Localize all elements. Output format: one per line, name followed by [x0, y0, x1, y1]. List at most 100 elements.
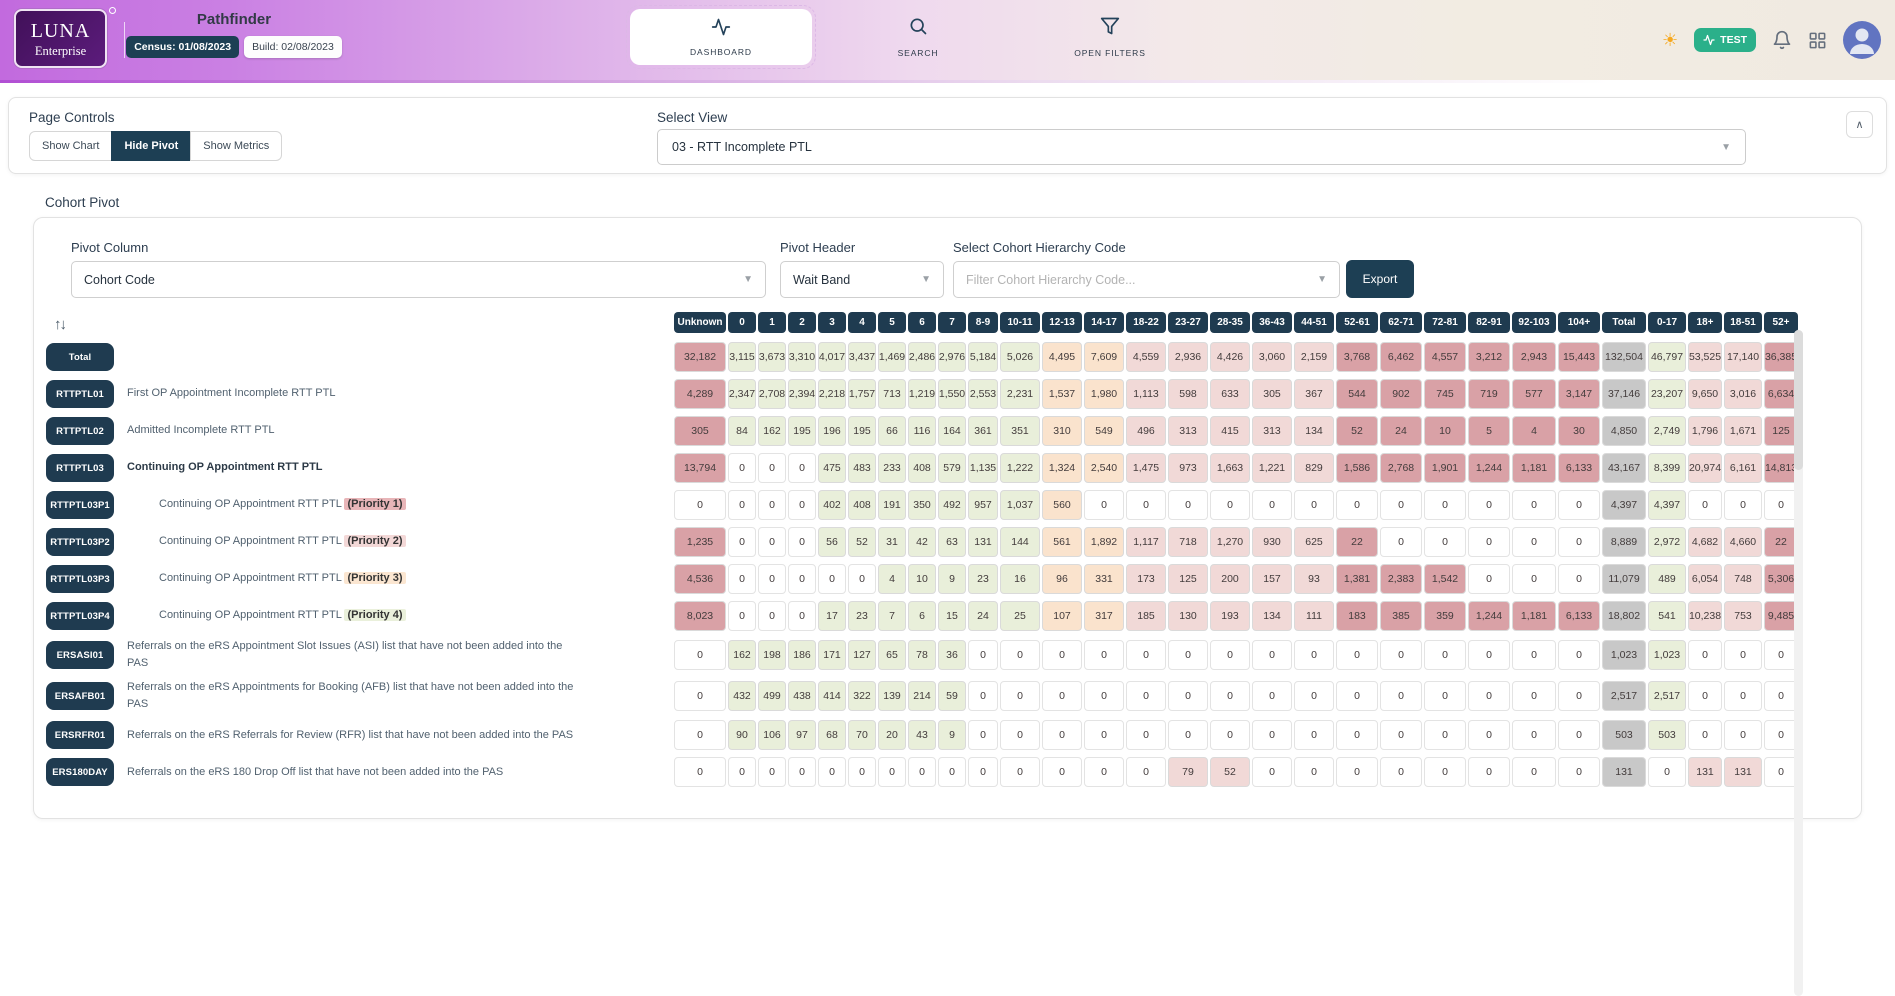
pivot-cell[interactable]: 56 — [818, 527, 846, 557]
column-header-104+[interactable]: 104+ — [1558, 307, 1604, 338]
pivot-cell[interactable]: 214 — [908, 681, 936, 712]
pivot-cell[interactable]: 4,660 — [1724, 527, 1762, 557]
pivot-cell[interactable]: 902 — [1380, 379, 1422, 409]
tab-search[interactable]: SEARCH — [870, 16, 966, 58]
pivot-cell[interactable]: 144 — [1000, 527, 1040, 557]
pivot-cell[interactable]: 1,270 — [1210, 527, 1250, 557]
pivot-cell[interactable]: 579 — [938, 453, 966, 483]
pivot-cell[interactable]: 11,079 — [1602, 564, 1646, 594]
pivot-cell[interactable]: 2,972 — [1648, 527, 1686, 557]
pivot-cell[interactable]: 107 — [1042, 601, 1082, 631]
pivot-cell[interactable]: 4 — [1512, 416, 1556, 446]
pivot-cell[interactable]: 1,244 — [1468, 453, 1510, 483]
pivot-cell[interactable]: 2,394 — [788, 379, 816, 409]
pivot-cell[interactable]: 3,310 — [788, 342, 816, 372]
pivot-cell[interactable]: 0 — [1558, 490, 1600, 520]
pivot-cell[interactable]: 313 — [1168, 416, 1208, 446]
column-header-0[interactable]: 0 — [728, 307, 760, 338]
column-header-1[interactable]: 1 — [758, 307, 790, 338]
pivot-cell[interactable]: 52 — [1210, 757, 1250, 788]
pivot-cell[interactable]: 0 — [758, 757, 786, 788]
pivot-cell[interactable]: 164 — [938, 416, 966, 446]
pivot-cell[interactable]: 68 — [818, 720, 846, 751]
pivot-cell[interactable]: 0 — [1468, 720, 1510, 751]
pivot-cell[interactable]: 0 — [818, 564, 846, 594]
pivot-cell[interactable]: 6 — [908, 601, 936, 631]
pivot-cell[interactable]: 0 — [1558, 757, 1600, 788]
luna-enterprise-logo[interactable]: LUNA Enterprise — [14, 7, 116, 68]
pivot-cell[interactable]: 483 — [848, 453, 876, 483]
pivot-cell[interactable]: 16 — [1000, 564, 1040, 594]
pivot-cell[interactable]: 3,212 — [1468, 342, 1510, 372]
pivot-cell[interactable]: 0 — [1380, 640, 1422, 671]
pivot-cell[interactable]: 198 — [758, 640, 786, 671]
pivot-cell[interactable]: 0 — [674, 640, 726, 671]
row-code-pill[interactable]: ERSASI01 — [46, 641, 114, 670]
pivot-cell[interactable]: 131 — [1688, 757, 1722, 788]
pivot-cell[interactable]: 0 — [1294, 720, 1334, 751]
pivot-cell[interactable]: 0 — [1294, 757, 1334, 788]
pivot-cell[interactable]: 2,517 — [1602, 681, 1646, 712]
pivot-cell[interactable]: 0 — [1042, 640, 1082, 671]
pivot-cell[interactable]: 0 — [1468, 490, 1510, 520]
pivot-cell[interactable]: 22 — [1764, 527, 1798, 557]
pivot-cell[interactable]: 96 — [1042, 564, 1082, 594]
column-header-total[interactable]: Total — [1602, 307, 1650, 338]
pivot-cell[interactable]: 1,586 — [1336, 453, 1378, 483]
pivot-cell[interactable]: 2,486 — [908, 342, 936, 372]
pivot-cell[interactable]: 0 — [1084, 640, 1124, 671]
pivot-cell[interactable]: 46,797 — [1648, 342, 1686, 372]
pivot-cell[interactable]: 125 — [1168, 564, 1208, 594]
row-code-pill[interactable]: RTTPTL03P3 — [46, 565, 114, 593]
pivot-cell[interactable]: 402 — [818, 490, 846, 520]
pivot-cell[interactable]: 0 — [1210, 640, 1250, 671]
column-header-10-11[interactable]: 10-11 — [1000, 307, 1044, 338]
pivot-cell[interactable]: 1,892 — [1084, 527, 1124, 557]
pivot-cell[interactable]: 0 — [1512, 681, 1556, 712]
pivot-cell[interactable]: 32,182 — [674, 342, 726, 372]
pivot-cell[interactable]: 5,306 — [1764, 564, 1798, 594]
pivot-cell[interactable]: 1,222 — [1000, 453, 1040, 483]
pivot-cell[interactable]: 499 — [758, 681, 786, 712]
pivot-cell[interactable]: 0 — [968, 640, 998, 671]
pivot-cell[interactable]: 0 — [788, 601, 816, 631]
pivot-cell[interactable]: 162 — [758, 416, 786, 446]
pivot-cell[interactable]: 0 — [1042, 757, 1082, 788]
pivot-cell[interactable]: 0 — [758, 601, 786, 631]
pivot-cell[interactable]: 52 — [848, 527, 876, 557]
pivot-cell[interactable]: 6,634 — [1764, 379, 1798, 409]
pivot-cell[interactable]: 0 — [674, 490, 726, 520]
pivot-cell[interactable]: 1,037 — [1000, 490, 1040, 520]
pivot-cell[interactable]: 0 — [1042, 720, 1082, 751]
pivot-cell[interactable]: 2,708 — [758, 379, 786, 409]
pivot-cell[interactable]: 331 — [1084, 564, 1124, 594]
pivot-cell[interactable]: 414 — [818, 681, 846, 712]
pivot-cell[interactable]: 415 — [1210, 416, 1250, 446]
pivot-cell[interactable]: 0 — [1512, 757, 1556, 788]
pivot-cell[interactable]: 78 — [908, 640, 936, 671]
pivot-cell[interactable]: 4,536 — [674, 564, 726, 594]
sort-rows-icon[interactable]: ↑↓ — [54, 316, 67, 333]
column-header-36-43[interactable]: 36-43 — [1252, 307, 1296, 338]
pivot-cell[interactable]: 0 — [788, 527, 816, 557]
pivot-cell[interactable]: 10 — [908, 564, 936, 594]
row-code-pill[interactable]: RTTPTL03 — [46, 454, 114, 482]
pivot-cell[interactable]: 3,437 — [848, 342, 876, 372]
pivot-cell[interactable]: 0 — [1126, 681, 1166, 712]
pivot-cell[interactable]: 2,383 — [1380, 564, 1422, 594]
pivot-cell[interactable]: 0 — [758, 490, 786, 520]
pivot-cell[interactable]: 317 — [1084, 601, 1124, 631]
pivot-cell[interactable]: 59 — [938, 681, 966, 712]
pivot-cell[interactable]: 4,426 — [1210, 342, 1250, 372]
pivot-cell[interactable]: 0 — [1336, 640, 1378, 671]
pivot-cell[interactable]: 0 — [1336, 720, 1378, 751]
pivot-cell[interactable]: 598 — [1168, 379, 1208, 409]
pivot-cell[interactable]: 0 — [1512, 720, 1556, 751]
pivot-cell[interactable]: 0 — [1558, 720, 1600, 751]
pivot-cell[interactable]: 131 — [1602, 757, 1646, 788]
pivot-cell[interactable]: 2,347 — [728, 379, 756, 409]
pivot-cell[interactable]: 310 — [1042, 416, 1082, 446]
pivot-cell[interactable]: 24 — [968, 601, 998, 631]
column-header-4[interactable]: 4 — [848, 307, 880, 338]
pivot-cell[interactable]: 6,133 — [1558, 453, 1600, 483]
